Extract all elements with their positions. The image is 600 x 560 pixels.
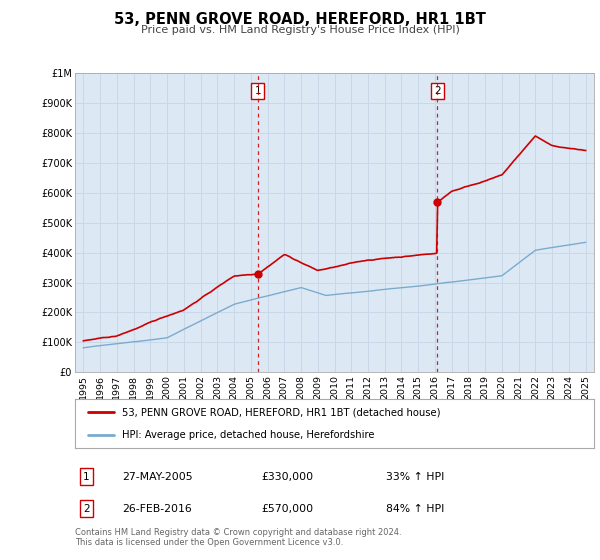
Text: 33% ↑ HPI: 33% ↑ HPI <box>386 472 445 482</box>
Text: 2: 2 <box>434 86 441 96</box>
Text: HPI: Average price, detached house, Herefordshire: HPI: Average price, detached house, Here… <box>122 430 374 440</box>
Text: 84% ↑ HPI: 84% ↑ HPI <box>386 504 445 514</box>
Text: 2: 2 <box>83 504 90 514</box>
Text: 26-FEB-2016: 26-FEB-2016 <box>122 504 191 514</box>
Text: 53, PENN GROVE ROAD, HEREFORD, HR1 1BT: 53, PENN GROVE ROAD, HEREFORD, HR1 1BT <box>114 12 486 27</box>
Text: 27-MAY-2005: 27-MAY-2005 <box>122 472 193 482</box>
Text: £570,000: £570,000 <box>262 504 314 514</box>
Text: Price paid vs. HM Land Registry's House Price Index (HPI): Price paid vs. HM Land Registry's House … <box>140 25 460 35</box>
Text: 53, PENN GROVE ROAD, HEREFORD, HR1 1BT (detached house): 53, PENN GROVE ROAD, HEREFORD, HR1 1BT (… <box>122 407 440 417</box>
Text: This data is licensed under the Open Government Licence v3.0.: This data is licensed under the Open Gov… <box>75 538 343 547</box>
Text: 1: 1 <box>254 86 261 96</box>
Text: 1: 1 <box>83 472 90 482</box>
Text: £330,000: £330,000 <box>262 472 314 482</box>
Text: Contains HM Land Registry data © Crown copyright and database right 2024.: Contains HM Land Registry data © Crown c… <box>75 528 401 536</box>
